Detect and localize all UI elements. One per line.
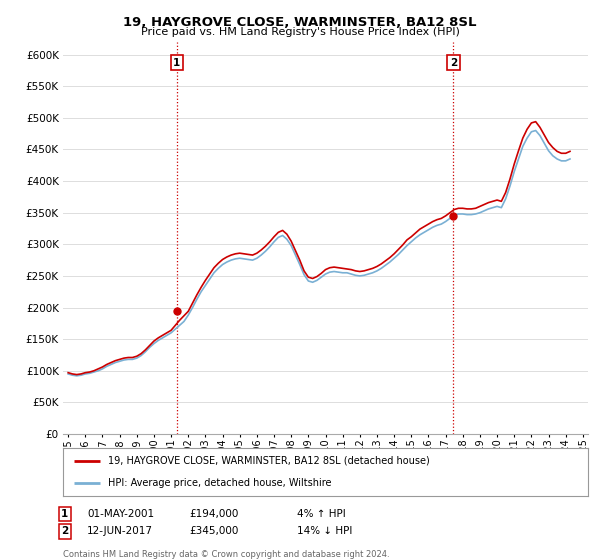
Text: 2: 2 <box>449 58 457 68</box>
Text: 1: 1 <box>61 509 68 519</box>
Text: HPI: Average price, detached house, Wiltshire: HPI: Average price, detached house, Wilt… <box>107 478 331 488</box>
Text: £345,000: £345,000 <box>189 526 238 536</box>
Text: 2: 2 <box>61 526 68 536</box>
Text: 4% ↑ HPI: 4% ↑ HPI <box>297 509 346 519</box>
Text: 12-JUN-2017: 12-JUN-2017 <box>87 526 153 536</box>
Text: 01-MAY-2001: 01-MAY-2001 <box>87 509 154 519</box>
Text: Contains HM Land Registry data © Crown copyright and database right 2024.
This d: Contains HM Land Registry data © Crown c… <box>63 550 389 560</box>
Text: 19, HAYGROVE CLOSE, WARMINSTER, BA12 8SL (detached house): 19, HAYGROVE CLOSE, WARMINSTER, BA12 8SL… <box>107 456 430 466</box>
Text: Price paid vs. HM Land Registry's House Price Index (HPI): Price paid vs. HM Land Registry's House … <box>140 27 460 37</box>
Text: 14% ↓ HPI: 14% ↓ HPI <box>297 526 352 536</box>
Text: £194,000: £194,000 <box>189 509 238 519</box>
Text: 19, HAYGROVE CLOSE, WARMINSTER, BA12 8SL: 19, HAYGROVE CLOSE, WARMINSTER, BA12 8SL <box>123 16 477 29</box>
Text: 1: 1 <box>173 58 181 68</box>
